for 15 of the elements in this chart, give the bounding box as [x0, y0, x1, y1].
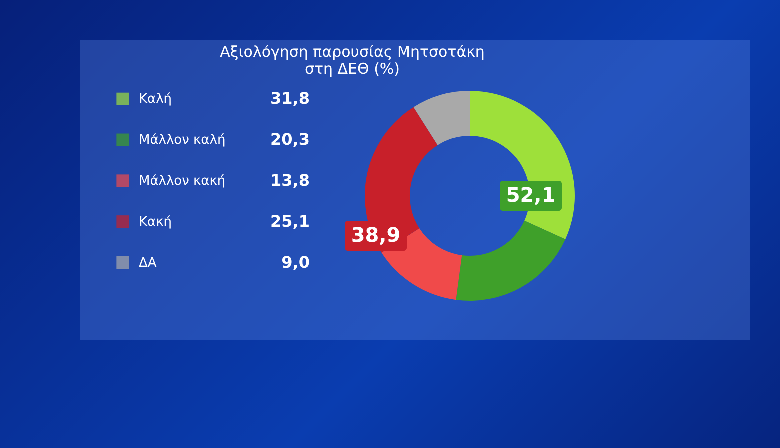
legend-label: Κακή [139, 214, 172, 230]
data-label: 31,8 [270, 89, 310, 108]
text: 38,9 [351, 223, 401, 247]
donut-slice [456, 220, 566, 301]
data-label: 13,8 [270, 171, 310, 190]
legend-label: Μάλλον καλή [139, 133, 226, 148]
legend-label: ΔΑ [139, 256, 157, 271]
data-label: 9,0 [282, 252, 310, 272]
legend-label: Μάλλον κακή [139, 174, 226, 189]
chart-title: Αξιολόγηση παρουσίας Μητσοτάκη στη ΔΕΘ (%) [220, 43, 485, 78]
data-label: 25,1 [270, 212, 310, 231]
donut-slice [414, 91, 470, 146]
legend-label: Καλή [139, 92, 172, 108]
text: 52,1 [506, 183, 556, 207]
data-label: 20,3 [270, 130, 310, 150]
